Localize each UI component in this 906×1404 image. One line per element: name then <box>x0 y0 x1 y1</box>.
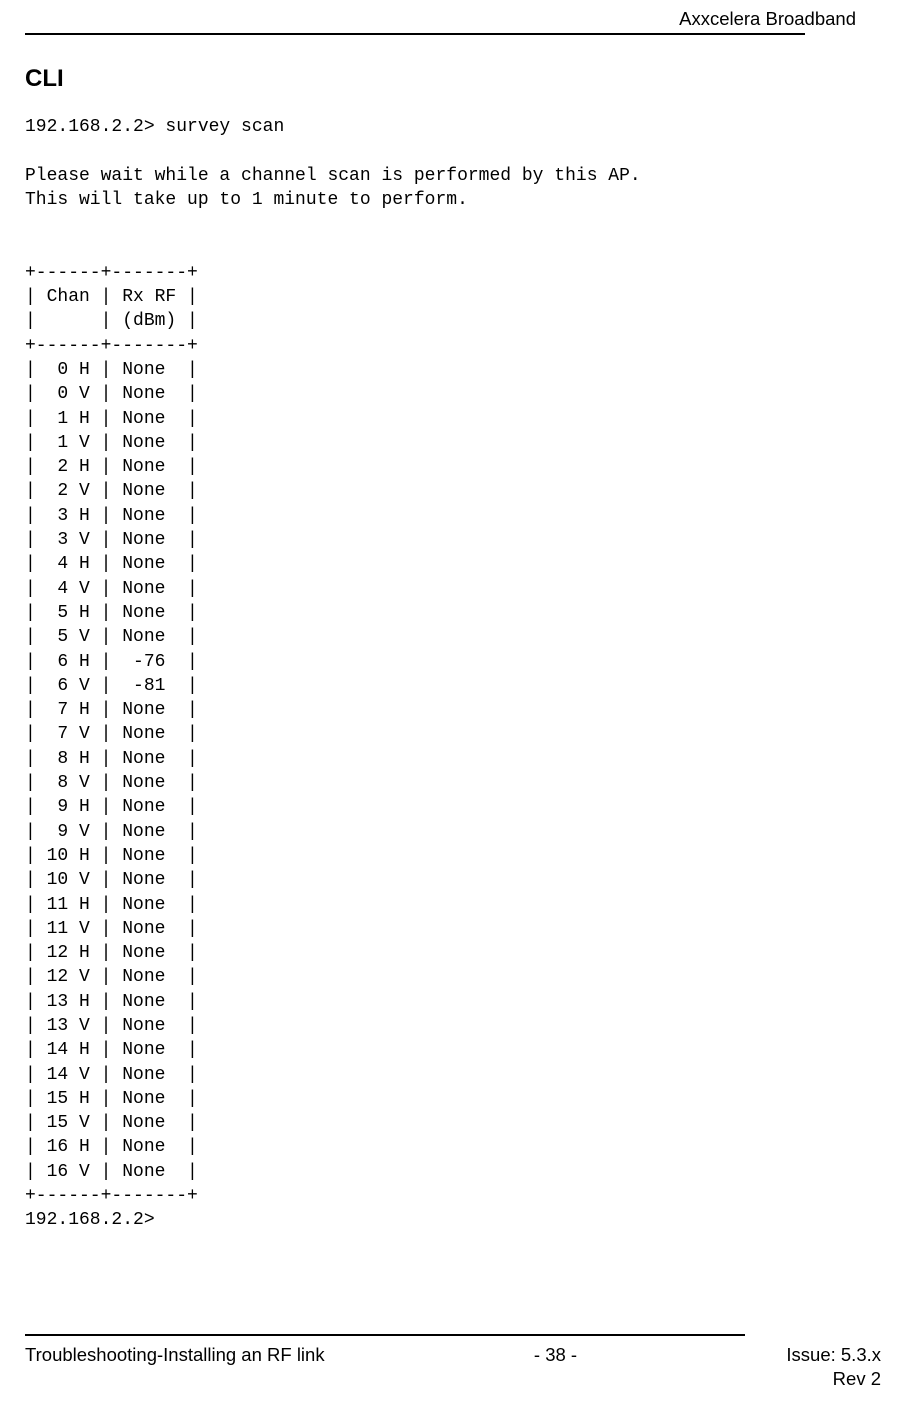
footer-left: Troubleshooting-Installing an RF link <box>25 1344 325 1366</box>
footer-rule <box>25 1334 745 1336</box>
page-footer: Troubleshooting-Installing an RF link - … <box>25 1334 881 1404</box>
footer-revision: Rev 2 <box>25 1368 881 1390</box>
page-header: Axxcelera Broadband <box>25 0 881 35</box>
page-content: CLI 192.168.2.2> survey scan Please wait… <box>25 35 881 1233</box>
footer-page-number: - 38 - <box>534 1344 577 1366</box>
footer-row: Troubleshooting-Installing an RF link - … <box>25 1344 881 1366</box>
section-title: CLI <box>25 65 881 93</box>
footer-issue: Issue: 5.3.x <box>786 1344 881 1366</box>
header-brand: Axxcelera Broadband <box>679 8 856 30</box>
header-rule-right <box>420 33 805 35</box>
cli-output: 192.168.2.2> survey scan Please wait whi… <box>25 115 881 1233</box>
header-rule-left <box>25 33 420 35</box>
